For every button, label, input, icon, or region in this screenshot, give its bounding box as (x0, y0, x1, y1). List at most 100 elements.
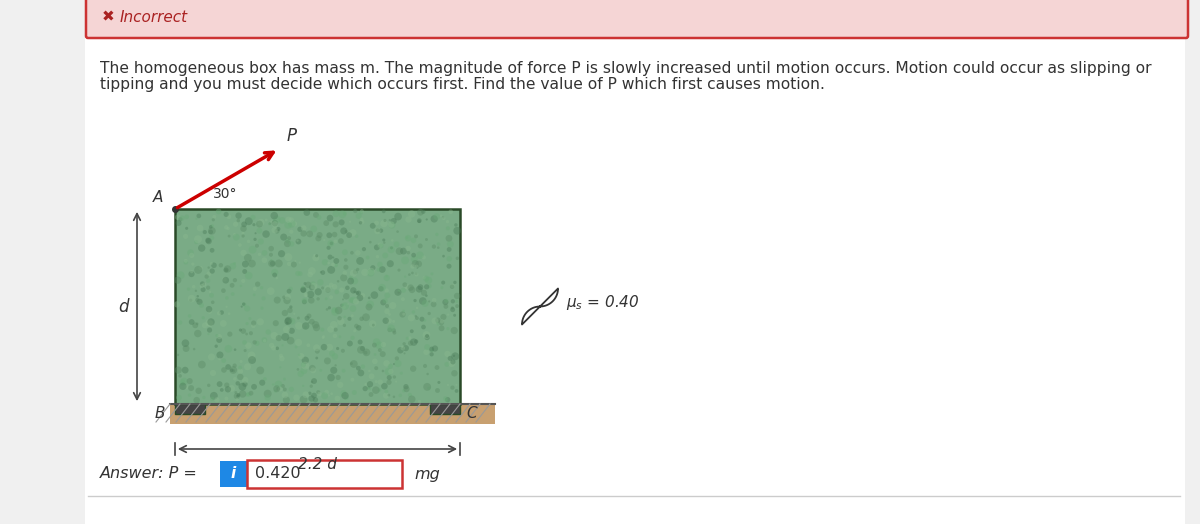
Circle shape (436, 233, 438, 236)
Circle shape (421, 300, 428, 307)
Circle shape (383, 392, 389, 399)
Circle shape (334, 263, 338, 267)
Circle shape (233, 222, 239, 227)
Circle shape (247, 352, 256, 359)
Circle shape (317, 392, 322, 396)
Circle shape (265, 329, 271, 335)
Circle shape (422, 364, 427, 368)
Circle shape (342, 305, 346, 309)
Circle shape (432, 345, 438, 352)
Circle shape (361, 269, 368, 276)
Circle shape (275, 380, 282, 388)
Circle shape (402, 342, 406, 345)
Circle shape (193, 348, 196, 351)
Circle shape (221, 367, 227, 373)
Circle shape (181, 340, 190, 347)
Circle shape (282, 296, 286, 299)
Circle shape (386, 260, 394, 267)
Circle shape (343, 212, 347, 216)
Circle shape (368, 374, 374, 379)
Circle shape (446, 384, 449, 386)
Circle shape (421, 290, 427, 296)
Circle shape (241, 232, 245, 235)
Circle shape (296, 316, 300, 320)
Text: Answer: P =: Answer: P = (100, 466, 198, 482)
Circle shape (233, 234, 240, 241)
Circle shape (385, 368, 392, 376)
Circle shape (272, 384, 274, 386)
Circle shape (424, 383, 431, 391)
Circle shape (415, 307, 419, 309)
Circle shape (397, 347, 403, 354)
Circle shape (384, 292, 390, 299)
Circle shape (179, 215, 185, 221)
Circle shape (244, 305, 251, 312)
Circle shape (202, 322, 208, 329)
Circle shape (438, 320, 444, 325)
Circle shape (342, 270, 347, 275)
Circle shape (347, 278, 354, 285)
Circle shape (271, 221, 278, 228)
Circle shape (425, 277, 432, 284)
Circle shape (450, 285, 455, 289)
Circle shape (217, 334, 222, 339)
Circle shape (343, 293, 349, 300)
Circle shape (335, 290, 338, 294)
Circle shape (388, 246, 395, 253)
Circle shape (331, 284, 337, 290)
Circle shape (446, 241, 454, 248)
Circle shape (174, 277, 181, 284)
Circle shape (386, 380, 391, 385)
Circle shape (278, 217, 286, 224)
Circle shape (455, 300, 458, 303)
Circle shape (244, 349, 247, 352)
Circle shape (330, 321, 337, 329)
Circle shape (270, 332, 278, 340)
Circle shape (283, 378, 286, 380)
Circle shape (238, 243, 241, 247)
Circle shape (236, 219, 240, 222)
Circle shape (349, 276, 353, 280)
Circle shape (228, 312, 230, 315)
Circle shape (442, 280, 445, 285)
Circle shape (420, 316, 425, 322)
Circle shape (366, 387, 370, 390)
Circle shape (415, 260, 422, 267)
Circle shape (319, 369, 323, 372)
Circle shape (334, 239, 337, 244)
Circle shape (442, 216, 444, 219)
Circle shape (316, 357, 318, 359)
Circle shape (199, 284, 204, 288)
Circle shape (422, 276, 426, 279)
Circle shape (408, 341, 413, 346)
Circle shape (252, 223, 256, 226)
Circle shape (350, 378, 354, 381)
Circle shape (295, 339, 302, 346)
Circle shape (359, 211, 362, 214)
Circle shape (414, 272, 419, 277)
Circle shape (248, 246, 257, 254)
Circle shape (355, 234, 359, 238)
Circle shape (226, 305, 228, 308)
Circle shape (385, 304, 389, 308)
Circle shape (358, 340, 362, 344)
Circle shape (308, 391, 312, 395)
Circle shape (187, 249, 194, 256)
Circle shape (270, 261, 275, 266)
Circle shape (210, 224, 214, 228)
Circle shape (251, 324, 256, 328)
Circle shape (416, 252, 424, 259)
Circle shape (370, 223, 376, 229)
Circle shape (184, 259, 187, 263)
Circle shape (208, 321, 214, 327)
Circle shape (325, 297, 328, 300)
Circle shape (410, 329, 414, 333)
Circle shape (296, 368, 299, 371)
Circle shape (196, 388, 202, 394)
Circle shape (240, 285, 242, 287)
Circle shape (187, 288, 190, 291)
Circle shape (306, 313, 312, 319)
Circle shape (210, 397, 215, 401)
Circle shape (426, 219, 428, 221)
Circle shape (430, 348, 434, 352)
